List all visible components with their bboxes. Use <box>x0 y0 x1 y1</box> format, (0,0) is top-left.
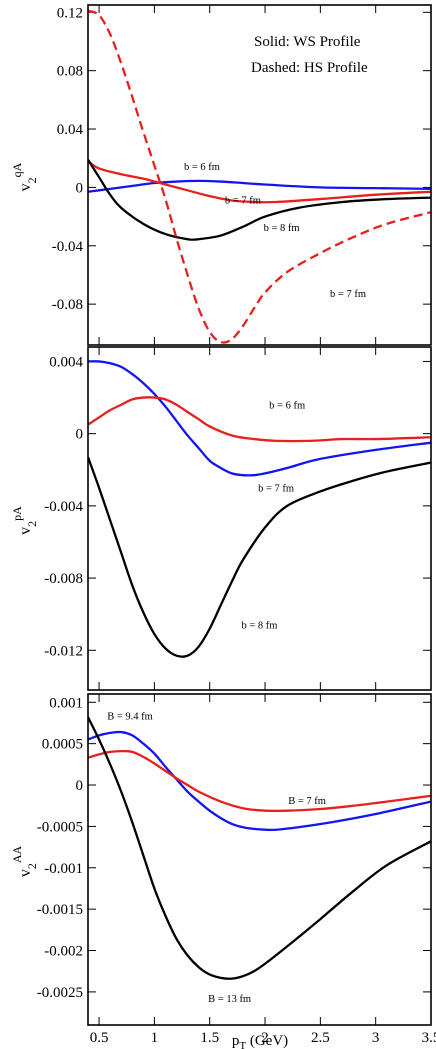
series-line-red-dashed <box>88 9 431 344</box>
y-axis-label: v2AA <box>10 846 39 878</box>
x-tick-label: 2.5 <box>311 1030 330 1046</box>
y-tick-label: -0.0025 <box>37 985 83 1001</box>
series-line-black <box>88 159 431 241</box>
curve-annotation: B = 7 fm <box>288 796 326 807</box>
y-axis-label-sup: AA <box>10 846 24 864</box>
curve-annotation: b = 7 fm <box>330 289 366 300</box>
y-tick-label: 0.12 <box>57 5 83 21</box>
plot-frame <box>87 4 432 346</box>
x-tick-label: 1 <box>151 1030 159 1046</box>
curve-annotation: b = 8 fm <box>242 621 278 632</box>
y-tick-label: -0.002 <box>44 944 83 960</box>
y-tick-label: 0.001 <box>49 695 83 711</box>
y-axis-label-sup: qA <box>10 162 24 177</box>
y-tick-label: -0.0005 <box>37 819 83 835</box>
x-axis-label-sub: T <box>239 1040 246 1049</box>
series-line-red <box>88 749 431 813</box>
x-tick-label: 0.5 <box>90 1030 109 1046</box>
legend-line-2: Dashed: HS Profile <box>251 60 368 76</box>
y-tick-label: -0.0015 <box>37 902 83 918</box>
series-line-blue <box>88 730 431 832</box>
y-tick-label: 0.04 <box>57 122 84 138</box>
series-line-blue <box>88 360 431 477</box>
x-axis-label-main: p <box>232 1033 240 1049</box>
y-axis-label-sub: 2 <box>25 177 39 183</box>
series-line-black <box>88 716 431 980</box>
panel-top: 0.12 0.08 0.04 0 -0.04 -0.08 b = 6 fm b = 7 fm b… <box>10 4 432 346</box>
y-tick-label: -0.012 <box>44 643 83 659</box>
y-tick-label: -0.008 <box>44 571 83 587</box>
series-line-red <box>88 396 431 443</box>
y-tick-label: -0.004 <box>44 499 83 515</box>
x-tick-label: 2 <box>261 1030 269 1046</box>
series-group <box>88 360 431 658</box>
y-axis-label-sub: 2 <box>25 863 39 869</box>
y-tick-label: 0 <box>76 778 84 794</box>
y-axis-label-main: v <box>17 527 34 535</box>
panel-bottom: 0.001 0.0005 0 -0.0005 -0.001 -0.0015 -0.002 -0… <box>10 693 436 1049</box>
series-line-red <box>88 160 431 204</box>
curve-annotation: b = 7 fm <box>225 195 261 206</box>
plot-frame <box>87 346 432 691</box>
curve-annotation: b = 6 fm <box>184 162 220 173</box>
y-tick-label: -0.001 <box>44 861 83 877</box>
x-tick-label: 3.5 <box>422 1030 436 1046</box>
curve-annotation: b = 7 fm <box>258 483 294 494</box>
y-axis-label-sup: pA <box>10 506 24 521</box>
y-axis-label-main: v <box>17 869 34 877</box>
curve-annotation: B = 9.4 fm <box>107 712 153 723</box>
curve-annotation: B = 13 fm <box>208 994 251 1005</box>
y-tick-label: -0.08 <box>52 297 83 313</box>
series-group <box>88 716 431 980</box>
panel-middle: 0.004 0 -0.004 -0.008 -0.012 b = 6 fm b = 7 fm… <box>10 346 432 691</box>
y-axis-label: v2qA <box>10 162 39 191</box>
series-line-blue <box>88 179 431 193</box>
y-tick-label: 0.004 <box>49 354 83 370</box>
y-axis-label-main: v <box>17 183 34 191</box>
y-axis-label: v2pA <box>10 506 39 535</box>
x-axis-label: pT (GeV) <box>232 1033 288 1049</box>
plot-frame <box>87 693 432 1026</box>
x-axis-label-unit: (GeV) <box>246 1033 288 1049</box>
x-tick-label: 3 <box>372 1030 380 1046</box>
curve-annotation: b = 6 fm <box>269 400 305 411</box>
series-group <box>88 9 431 344</box>
x-tick-label: 1.5 <box>200 1030 219 1046</box>
y-tick-label: -0.04 <box>52 239 84 255</box>
y-axis-label-sub: 2 <box>25 521 39 527</box>
y-tick-label: 0 <box>76 180 84 196</box>
y-tick-label: 0.0005 <box>42 737 83 753</box>
y-tick-label: 0.08 <box>57 64 83 80</box>
legend-line-1: Solid: WS Profile <box>254 34 361 50</box>
y-tick-label: 0 <box>76 427 84 443</box>
series-line-black <box>88 456 431 658</box>
curve-annotation: b = 8 fm <box>264 223 300 234</box>
